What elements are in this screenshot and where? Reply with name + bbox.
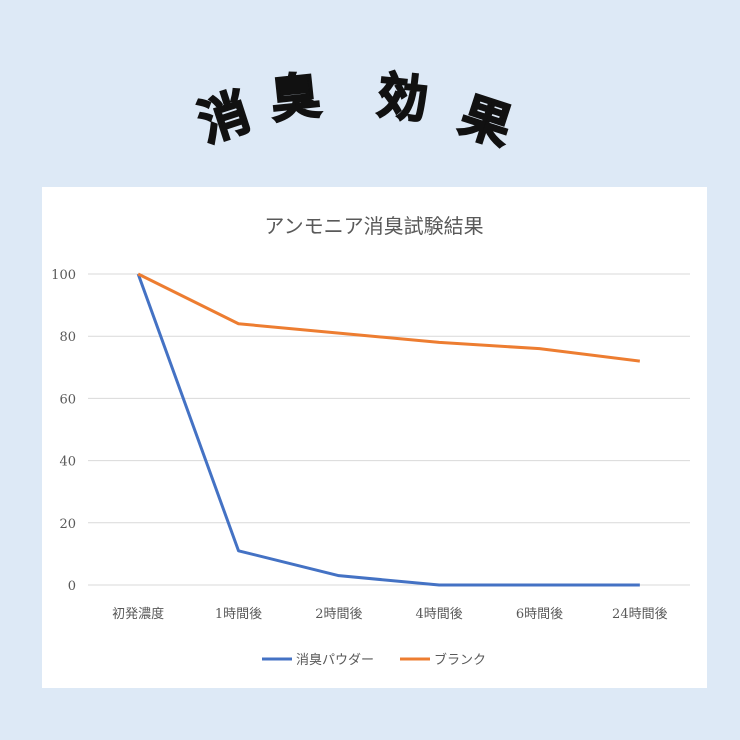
x-tick-label: 初発濃度 — [112, 606, 164, 622]
x-tick-label: 6時間後 — [516, 607, 563, 622]
legend-label: 消臭パウダー — [296, 653, 374, 668]
y-tick-label: 100 — [51, 268, 76, 283]
series-line-1 — [136, 273, 640, 587]
y-tick-label: 20 — [59, 517, 76, 532]
y-tick-label: 40 — [59, 455, 76, 470]
y-tick-label: 60 — [59, 392, 76, 407]
series-line-2 — [137, 272, 641, 363]
x-tick-label: 2時間後 — [315, 607, 362, 622]
y-tick-label: 80 — [59, 330, 76, 345]
chart-card — [42, 187, 707, 688]
chart-title: アンモニア消臭試験結果 — [264, 214, 483, 238]
x-tick-label: 24時間後 — [612, 607, 668, 622]
legend-label: ブランク — [434, 652, 486, 668]
y-tick-label: 0 — [68, 579, 76, 594]
x-tick-label: 4時間後 — [416, 607, 463, 622]
x-tick-label: 1時間後 — [215, 607, 262, 622]
